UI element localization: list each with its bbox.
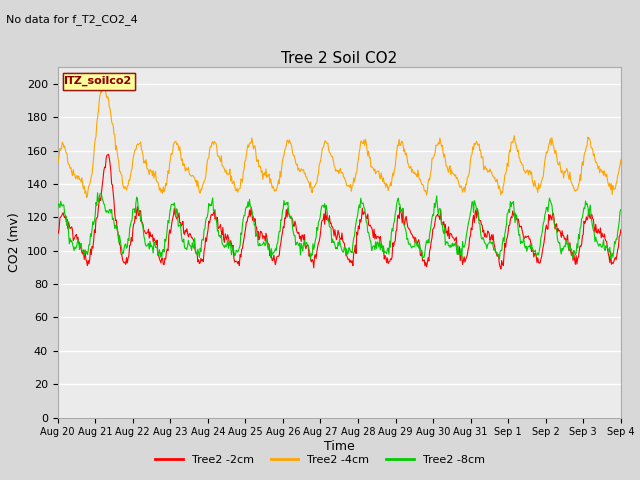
Text: No data for f_T2_CO2_4: No data for f_T2_CO2_4 — [6, 14, 138, 25]
X-axis label: Time: Time — [324, 440, 355, 453]
Y-axis label: CO2 (mv): CO2 (mv) — [8, 213, 21, 272]
Title: Tree 2 Soil CO2: Tree 2 Soil CO2 — [281, 51, 397, 66]
Legend: TZ_soilco2: TZ_soilco2 — [63, 73, 135, 90]
Legend: Tree2 -2cm, Tree2 -4cm, Tree2 -8cm: Tree2 -2cm, Tree2 -4cm, Tree2 -8cm — [151, 451, 489, 469]
